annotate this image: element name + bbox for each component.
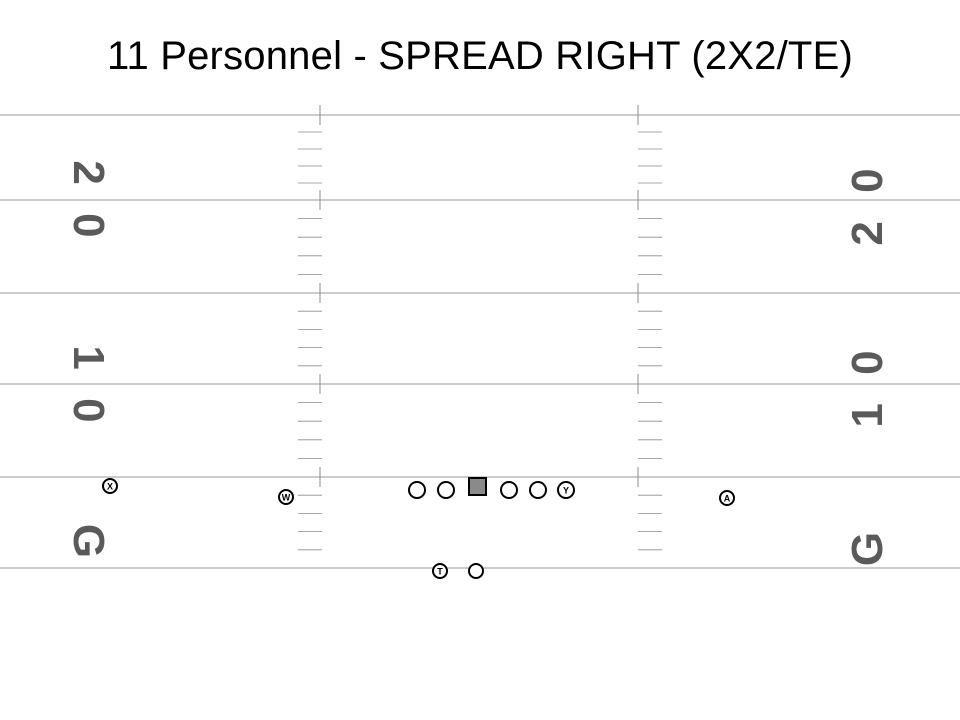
player-t-label: T [437,567,443,577]
player-x-circle [102,478,118,494]
yard-number-right-goal: G [843,524,892,566]
player-left-tackle[interactable] [408,481,426,499]
player-y-circle [557,481,575,499]
player-quarterback[interactable] [468,563,484,579]
player-w-label: W [282,493,291,503]
yard-number-left-goal: G [64,524,113,566]
player-w-circle [278,489,294,505]
hash-marks-left [298,105,322,551]
yard-number-right-20: 2 0 [843,160,892,245]
player-a[interactable]: A [719,490,735,506]
player-right-tackle[interactable] [529,481,547,499]
player-right-guard[interactable] [500,481,518,499]
yard-number-left-20: 2 0 [64,160,113,245]
play-title: 11 Personnel - SPREAD RIGHT (2X2/TE) [107,34,853,78]
player-a-label: A [724,494,731,504]
player-left-guard[interactable] [437,481,455,499]
yard-number-right-10: 1 0 [843,342,892,427]
player-y[interactable]: Y [557,481,575,499]
player-x-label: X [107,482,113,492]
hash-marks-right [637,105,662,551]
player-center[interactable] [468,477,487,496]
player-t-circle [432,563,448,579]
player-t[interactable]: T [432,563,448,579]
yard-lines [0,114,960,569]
player-y-label: Y [563,486,569,496]
player-a-circle [719,490,735,506]
player-w[interactable]: W [278,489,294,505]
player-x[interactable]: X [102,478,118,494]
yard-number-left-10: 1 0 [64,345,113,430]
